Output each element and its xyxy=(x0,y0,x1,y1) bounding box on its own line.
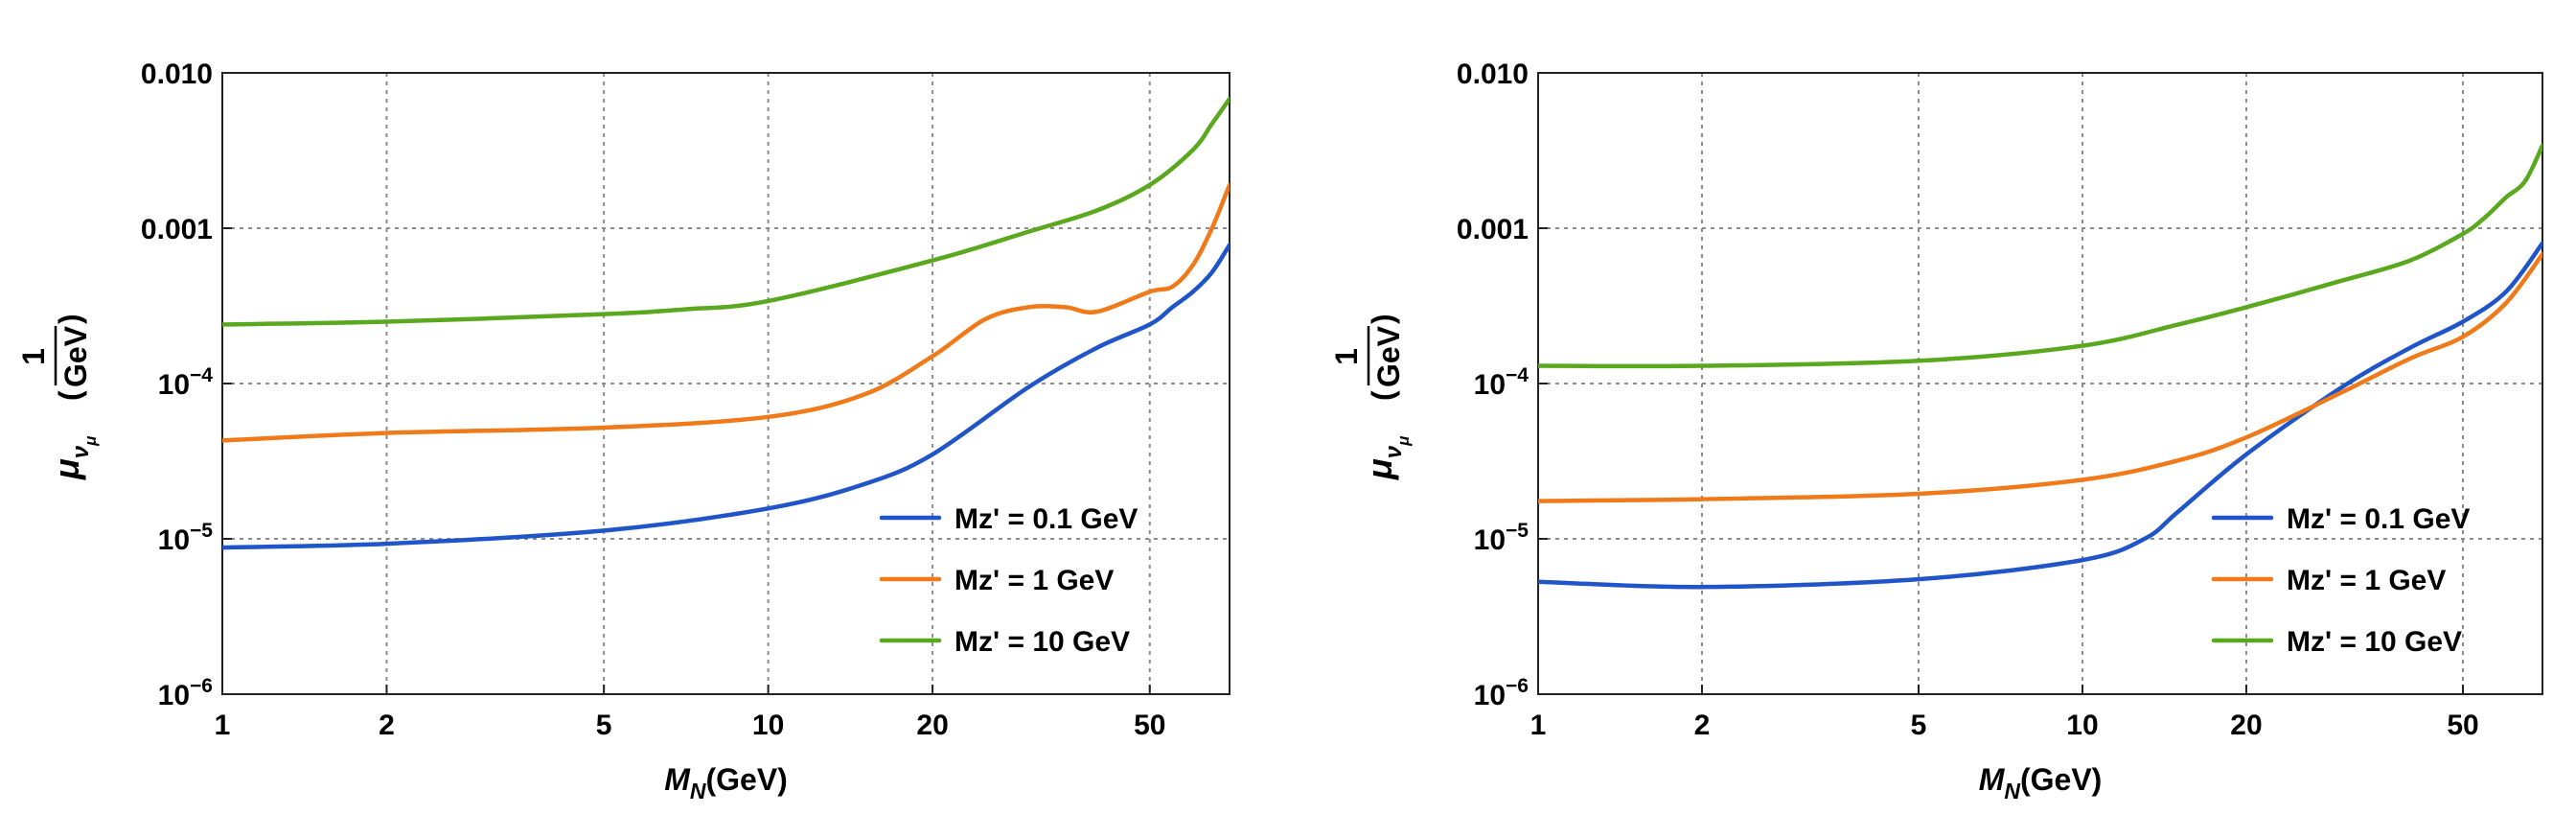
legend: Mz' = 0.1 GeV Mz' = 1 GeV Mz' = 10 GeV xyxy=(2211,503,2470,658)
legend-label-1: Mz' = 1 GeV xyxy=(2287,565,2446,596)
y-axis-fraction-den: GeV xyxy=(1371,325,1406,387)
series-group xyxy=(1538,143,2542,590)
y-axis-title: μνμ (1 GeV) xyxy=(16,314,100,480)
tick-labels: 1 2 5 10 20 50 0.010 0.001 10−4 10−5 10−6 xyxy=(141,58,1166,741)
y-tick-label: 0.001 xyxy=(141,214,213,245)
y-tick-label: 0.010 xyxy=(1457,58,1529,90)
y-axis-title: μνμ (1 GeV) xyxy=(1329,314,1413,480)
series-group xyxy=(222,96,1230,550)
x-tick-label: 5 xyxy=(596,710,612,741)
y-axis-paren-open: ( xyxy=(53,390,87,401)
series-line-1 xyxy=(1538,251,2542,503)
x-tick-label: 10 xyxy=(2066,710,2098,741)
legend: Mz' = 0.1 GeV Mz' = 1 GeV Mz' = 10 GeV xyxy=(879,503,1138,658)
legend-label-0: Mz' = 0.1 GeV xyxy=(2287,503,2470,535)
y-tick-label: 10−5 xyxy=(158,520,214,556)
legend-label-1: Mz' = 1 GeV xyxy=(954,565,1114,596)
y-axis-paren-close: ) xyxy=(53,314,87,324)
y-tick-label: 10−4 xyxy=(1474,364,1530,401)
y-tick-label: 0.010 xyxy=(141,58,213,90)
grid xyxy=(1538,73,2542,694)
y-axis-paren-open: ( xyxy=(1366,390,1400,401)
x-tick-label: 20 xyxy=(916,710,948,741)
x-tick-label: 1 xyxy=(1530,710,1547,741)
x-tick-label: 1 xyxy=(215,710,231,741)
series-line-0 xyxy=(1538,241,2542,590)
chart-panel-left: 1 2 5 10 20 50 0.010 0.001 10−4 10−5 10−6 MN(GeV) μν… xyxy=(16,58,1230,803)
y-axis-fraction-num: 1 xyxy=(1329,348,1364,365)
x-tick-label: 2 xyxy=(379,710,395,741)
x-tick-label: 50 xyxy=(1134,710,1165,741)
y-axis-symbol: μνμ xyxy=(47,435,100,480)
y-tick-label: 10−6 xyxy=(158,675,213,711)
x-tick-label: 50 xyxy=(2447,710,2478,741)
x-tick-label: 20 xyxy=(2230,710,2262,741)
series-line-0 xyxy=(222,243,1230,550)
y-tick-label: 0.001 xyxy=(1457,214,1529,245)
series-line-1 xyxy=(222,182,1230,443)
grid xyxy=(222,73,1230,694)
y-axis-fraction-den: GeV xyxy=(58,325,93,387)
x-axis-title: MN(GeV) xyxy=(664,762,788,803)
legend-label-2: Mz' = 10 GeV xyxy=(954,626,1130,658)
y-tick-label: 10−6 xyxy=(1474,675,1529,711)
series-line-2 xyxy=(222,96,1230,327)
y-tick-label: 10−4 xyxy=(158,364,214,401)
y-axis-symbol: μνμ xyxy=(1360,435,1413,480)
x-tick-label: 10 xyxy=(752,710,784,741)
y-axis-paren-close: ) xyxy=(1366,314,1400,324)
x-axis-title: MN(GeV) xyxy=(1979,762,2103,803)
x-tick-label: 2 xyxy=(1694,710,1711,741)
series-line-2 xyxy=(1538,143,2542,369)
tick-labels: 1 2 5 10 20 50 0.010 0.001 10−4 10−5 10−6 xyxy=(1457,58,2479,741)
y-tick-label: 10−5 xyxy=(1474,520,1530,556)
y-axis-fraction-num: 1 xyxy=(16,348,51,365)
x-tick-label: 5 xyxy=(1911,710,1927,741)
legend-label-2: Mz' = 10 GeV xyxy=(2287,626,2462,658)
legend-label-0: Mz' = 0.1 GeV xyxy=(954,503,1138,535)
chart-panel-right: 1 2 5 10 20 50 0.010 0.001 10−4 10−5 10−6 MN(GeV) μν… xyxy=(1329,58,2543,803)
